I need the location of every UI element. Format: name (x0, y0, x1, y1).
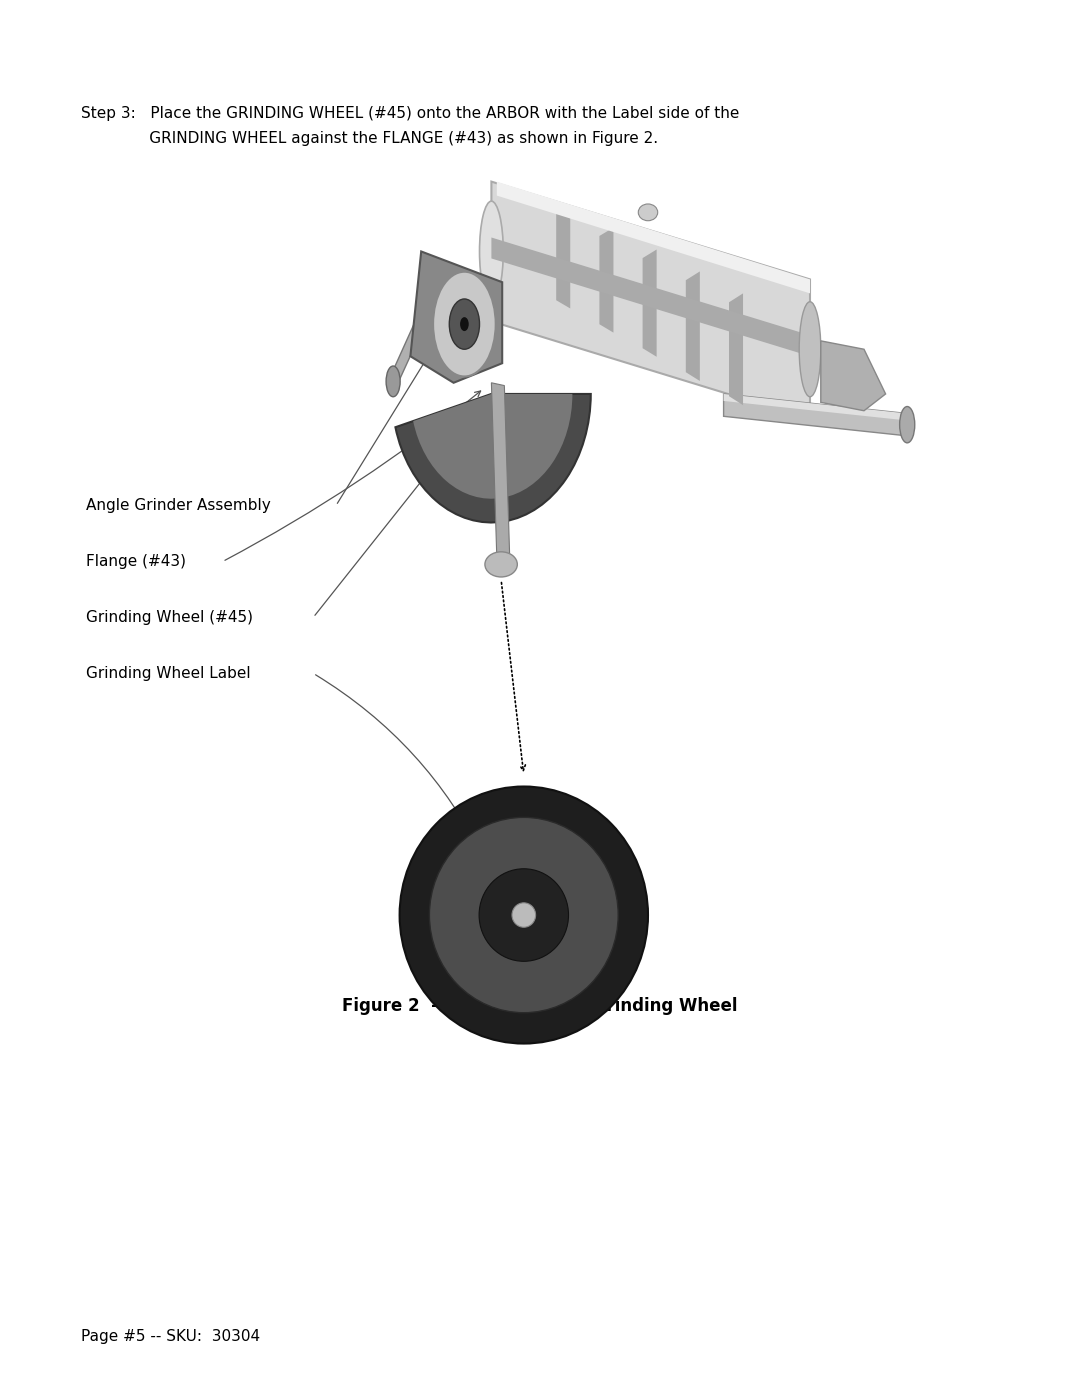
Ellipse shape (485, 552, 517, 577)
Polygon shape (599, 228, 613, 332)
Polygon shape (491, 182, 810, 419)
Text: Grinding Wheel Label: Grinding Wheel Label (86, 666, 251, 680)
Ellipse shape (449, 299, 480, 349)
Polygon shape (724, 394, 907, 420)
Ellipse shape (400, 787, 648, 1044)
Ellipse shape (512, 902, 536, 928)
Polygon shape (724, 394, 907, 436)
Text: Angle Grinder Assembly: Angle Grinder Assembly (86, 499, 271, 513)
Text: Grinding Wheel (#45): Grinding Wheel (#45) (86, 610, 254, 624)
Ellipse shape (638, 204, 658, 221)
Polygon shape (643, 250, 657, 356)
Polygon shape (389, 279, 443, 384)
Polygon shape (491, 383, 510, 559)
Ellipse shape (460, 317, 469, 331)
Ellipse shape (430, 817, 618, 1013)
Text: Page #5 -- SKU:  30304: Page #5 -- SKU: 30304 (81, 1329, 260, 1344)
Polygon shape (821, 341, 886, 411)
Polygon shape (686, 271, 700, 381)
Ellipse shape (799, 302, 821, 397)
Ellipse shape (387, 366, 400, 397)
Polygon shape (410, 251, 502, 383)
Text: Figure 2  —  Attaching the Grinding Wheel: Figure 2 — Attaching the Grinding Wheel (342, 997, 738, 1016)
Wedge shape (395, 394, 591, 522)
Ellipse shape (900, 407, 915, 443)
Polygon shape (497, 182, 810, 293)
Wedge shape (414, 394, 572, 499)
Ellipse shape (480, 869, 568, 961)
Text: Step 3:   Place the GRINDING WHEEL (#45) onto the ARBOR with the Label side of t: Step 3: Place the GRINDING WHEEL (#45) o… (81, 106, 740, 122)
Polygon shape (491, 237, 810, 356)
Polygon shape (729, 293, 743, 405)
Ellipse shape (480, 201, 503, 302)
Polygon shape (556, 205, 570, 309)
Text: GRINDING WHEEL against the FLANGE (#43) as shown in Figure 2.: GRINDING WHEEL against the FLANGE (#43) … (81, 131, 658, 147)
Ellipse shape (433, 271, 496, 377)
Text: Flange (#43): Flange (#43) (86, 555, 187, 569)
